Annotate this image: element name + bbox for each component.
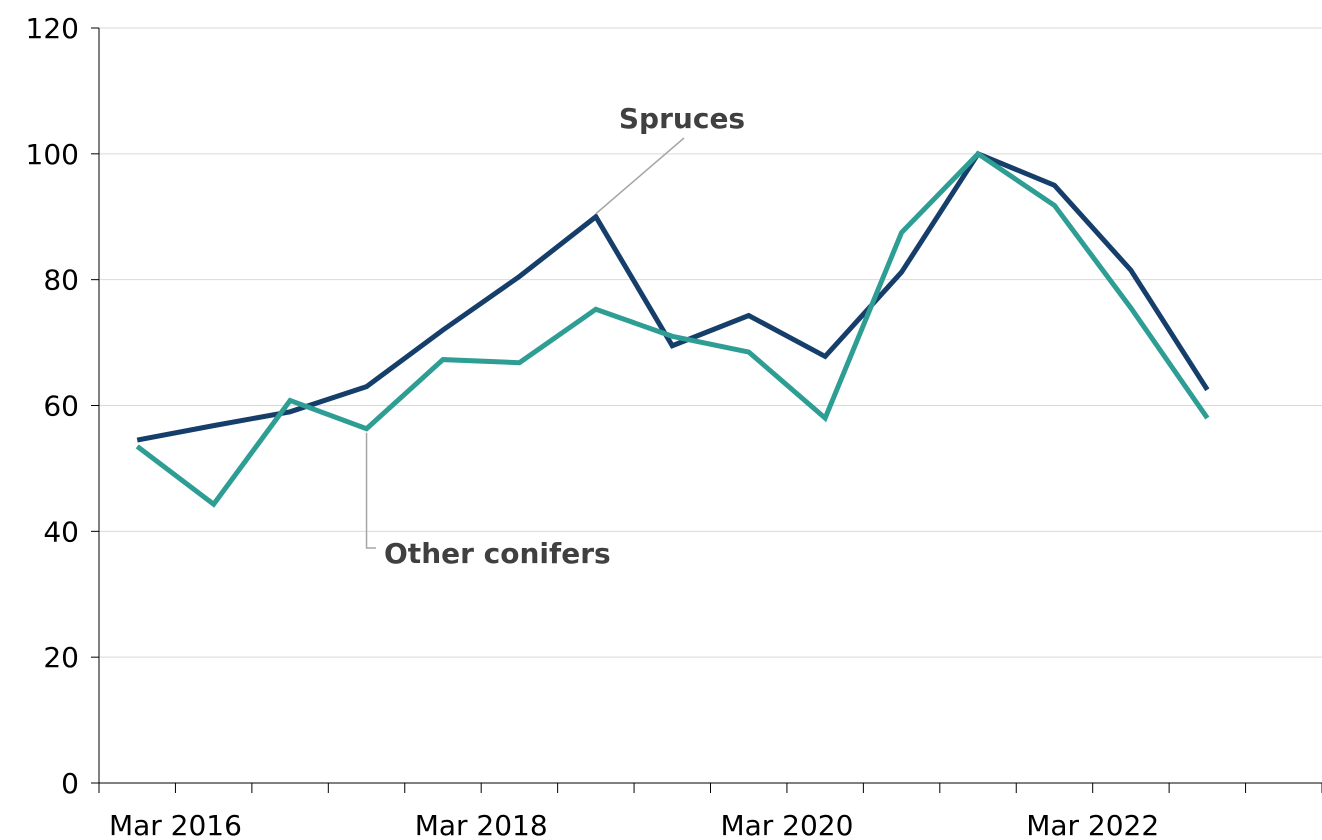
y-tick-label: 40 (43, 515, 79, 548)
series-lines (135, 150, 1210, 508)
y-tick-label: 0 (61, 767, 79, 800)
y-tick-label: 80 (43, 264, 79, 297)
series-line-spruces (136, 150, 1210, 443)
y-tick-label: 100 (26, 138, 79, 171)
y-tick-label: 20 (43, 641, 79, 674)
y-tick-label: 60 (43, 390, 79, 423)
x-tick-label: Mar 2016 (109, 809, 242, 840)
x-tick-label: Mar 2022 (1026, 809, 1159, 840)
x-tick-label: Mar 2020 (720, 809, 853, 840)
axes: 0 20 40 60 80 100 120 Mar 2016 Mar 2018 Mar 2020 M… (26, 12, 1322, 840)
series-label-other-conifers: Other conifers (384, 537, 611, 570)
spruces-leader-line (595, 137, 685, 215)
x-tick-label: Mar 2018 (415, 809, 548, 840)
series-label-spruces: Spruces (619, 102, 745, 135)
other-conifers-leader-line (365, 432, 376, 549)
series-labels: Spruces Other conifers (365, 102, 745, 570)
y-tick-label: 120 (26, 12, 79, 45)
series-line-other-conifers (135, 150, 1210, 508)
